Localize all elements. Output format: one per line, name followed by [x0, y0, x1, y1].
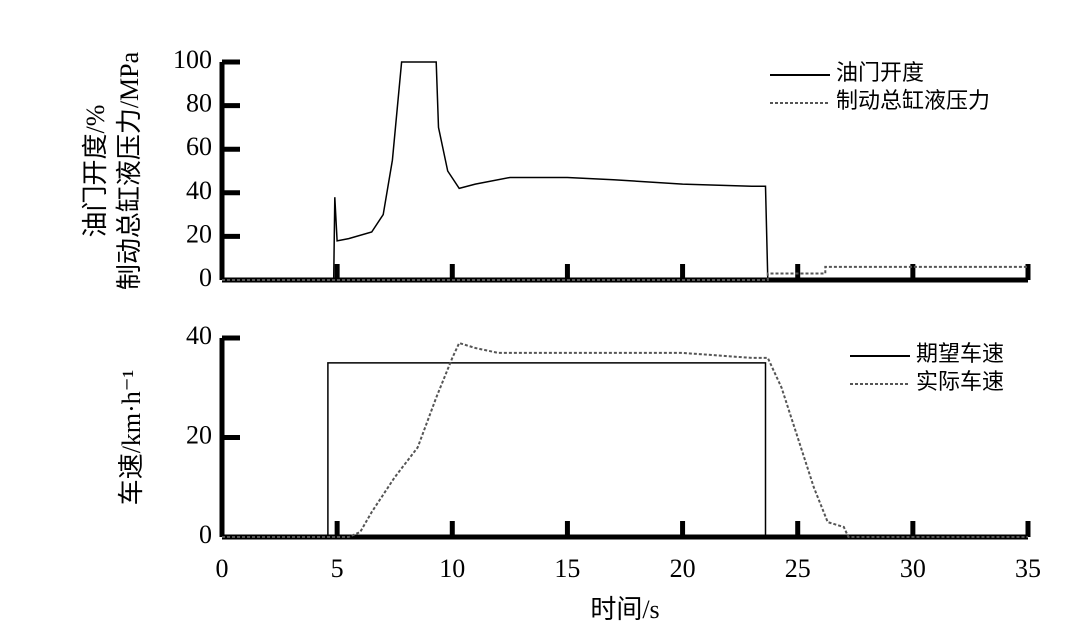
y-axis-label: 车速/km·h⁻¹ [117, 370, 146, 506]
data-line [222, 341, 1028, 538]
y-tick-label: 40 [186, 321, 212, 350]
y-axis-label: 油门开度/% [81, 105, 110, 238]
legend-label: 油门开度 [836, 60, 924, 85]
x-tick-label: 15 [554, 554, 580, 583]
x-tick-label: 10 [439, 554, 465, 583]
y-tick-label: 40 [186, 176, 212, 205]
legend-label: 实际车速 [916, 369, 1004, 394]
x-tick-label: 0 [216, 554, 229, 583]
x-tick-label: 30 [900, 554, 926, 583]
data-line [222, 265, 1028, 281]
x-tick-label: 5 [331, 554, 344, 583]
x-tick-label: 35 [1015, 554, 1041, 583]
x-tick-label: 20 [670, 554, 696, 583]
y-tick-label: 0 [199, 263, 212, 292]
legend-label: 期望车速 [916, 341, 1004, 366]
data-line [222, 362, 1028, 538]
y-axis-label: 制动总缸液压力/MPa [115, 51, 144, 290]
x-tick-label: 25 [785, 554, 811, 583]
y-tick-label: 20 [186, 420, 212, 449]
data-line [222, 61, 1028, 281]
y-tick-label: 60 [186, 132, 212, 161]
y-tick-label: 80 [186, 89, 212, 118]
y-tick-label: 0 [199, 520, 212, 549]
y-tick-label: 100 [173, 45, 212, 74]
legend-label: 制动总缸液压力 [836, 88, 990, 113]
x-axis-label: 时间/s [590, 595, 659, 624]
y-tick-label: 20 [186, 219, 212, 248]
